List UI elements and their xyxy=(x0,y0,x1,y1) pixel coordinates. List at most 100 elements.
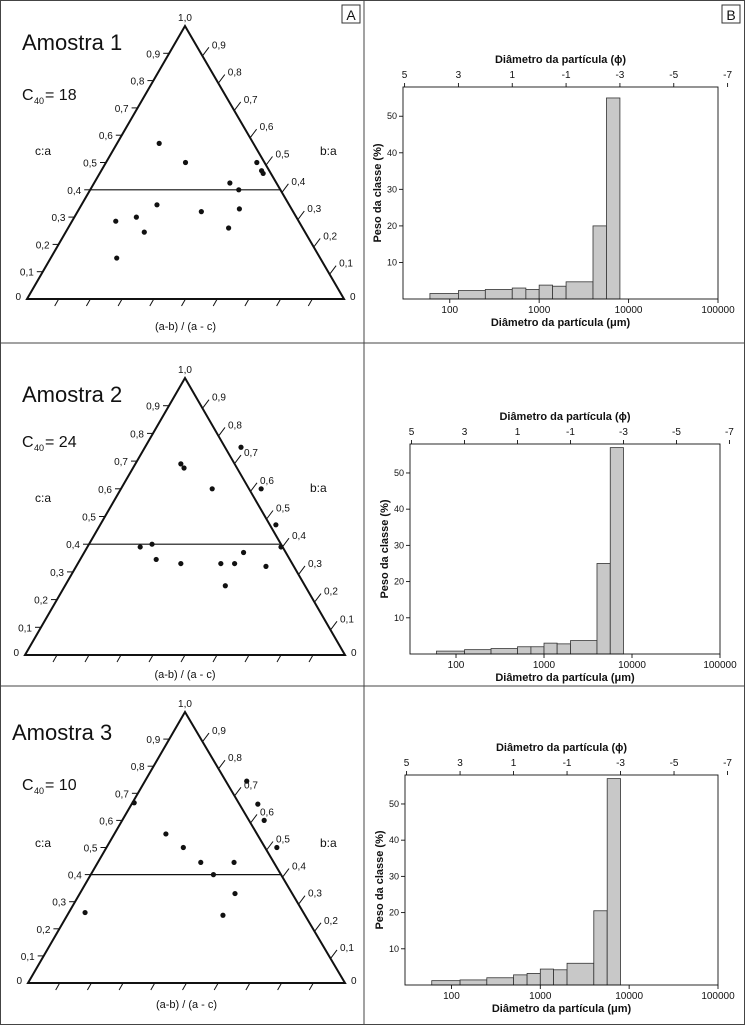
right-tick-mark xyxy=(250,128,258,138)
data-point xyxy=(231,859,237,866)
c40-value: = 10 xyxy=(45,777,77,794)
y-tick-label: 10 xyxy=(394,613,404,623)
x-tick-label: 100000 xyxy=(703,660,737,671)
left-tick-label: 0,7 xyxy=(114,457,128,468)
x-axis-label: Diâmetro da partícula (μm) xyxy=(495,672,635,684)
histogram-bar xyxy=(484,289,513,300)
histogram-bar xyxy=(490,648,518,655)
right-tick-mark xyxy=(234,454,242,464)
right-axis-label: b:a xyxy=(310,481,327,495)
left-tick-label: 0,4 xyxy=(66,540,80,551)
right-tick-mark xyxy=(282,537,290,547)
bottom-tick-mark xyxy=(245,982,251,991)
data-point xyxy=(178,461,184,467)
y-tick-label: 20 xyxy=(389,908,399,918)
y-axis-label: Peso da classe (%) xyxy=(372,143,384,242)
data-point xyxy=(220,912,226,918)
data-point xyxy=(278,544,284,550)
x2-tick-label: -5 xyxy=(672,427,681,438)
histogram-bar xyxy=(431,980,461,986)
sample-title: Amostra 1 xyxy=(22,30,122,55)
right-axis-label: b:a xyxy=(320,836,337,850)
left-tick-label: 0,1 xyxy=(20,268,34,279)
x2-tick-label: -7 xyxy=(725,427,734,438)
bottom-tick-mark xyxy=(180,654,186,663)
left-axis-label: c:a xyxy=(35,836,51,850)
left-axis-label: c:a xyxy=(35,144,51,158)
data-point xyxy=(156,140,162,146)
bottom-tick-mark xyxy=(277,982,283,991)
apex-label: 1,0 xyxy=(178,699,192,710)
data-point xyxy=(222,583,228,589)
histogram-amostra-3: 100 1000 10000 100000 5 3 1 -1 -3 -5 -7 10 20 30 40 50 D… xyxy=(374,742,735,1015)
histogram-bar xyxy=(513,974,528,986)
bottom-tick-mark xyxy=(117,298,123,307)
x2-tick-label: 1 xyxy=(511,758,517,769)
x-tick-label: 10000 xyxy=(615,991,643,1002)
x-tick-label: 1000 xyxy=(529,991,552,1002)
data-point xyxy=(198,209,204,215)
x2-tick-label: -3 xyxy=(615,70,624,81)
data-point xyxy=(182,159,189,166)
histogram-bar xyxy=(553,969,568,986)
data-point xyxy=(254,159,260,166)
histogram-bar xyxy=(538,284,553,300)
bottom-tick-mark xyxy=(150,982,156,991)
x2-tick-label: 5 xyxy=(409,427,415,438)
histogram-bar xyxy=(429,293,459,300)
left-tick-label: 0,4 xyxy=(68,871,82,882)
y-axis-label: Peso da classe (%) xyxy=(379,499,391,598)
data-point xyxy=(137,544,143,550)
right-tick-mark xyxy=(218,759,226,769)
left-tick-label: 0,2 xyxy=(36,240,50,251)
left-axis-label: c:a xyxy=(35,491,51,505)
ternary-chart-amostra-1: 0,1 0,2 0,3 0,4 0,5 0,6 0,7 0,8 0,9 0,9 0,8 0,7 0,6 0… xyxy=(15,13,356,333)
data-point xyxy=(274,844,280,851)
x2-tick-label: 5 xyxy=(402,70,408,81)
right-tick-mark xyxy=(281,183,289,193)
x2-axis-label: Diâmetro da partícula (ϕ) xyxy=(496,742,627,754)
data-point xyxy=(263,563,269,569)
left-tick-label: 0,8 xyxy=(131,762,145,773)
bottom-tick-mark xyxy=(307,298,313,307)
data-point xyxy=(131,800,137,806)
right-tick-mark xyxy=(218,427,226,436)
sample-title: Amostra 2 xyxy=(22,382,122,407)
histogram-bar xyxy=(526,973,541,986)
x-tick-label: 100 xyxy=(448,660,465,671)
x2-tick-label: 1 xyxy=(509,70,515,81)
apex-label: 1,0 xyxy=(178,13,192,24)
y-axis-label: Peso da classe (%) xyxy=(374,830,386,929)
y-tick-label: 40 xyxy=(389,835,399,845)
data-point xyxy=(133,214,139,220)
bottom-tick-mark xyxy=(276,298,282,307)
left-tick-label: 0,3 xyxy=(50,568,64,579)
right-tick-mark xyxy=(202,46,210,56)
data-point xyxy=(226,225,232,231)
right-tick-label: 0,3 xyxy=(308,889,322,900)
plot-frame xyxy=(409,443,721,655)
right-tick-label: 0,2 xyxy=(323,231,337,242)
y-tick-label: 30 xyxy=(389,871,399,881)
bottom-tick-mark xyxy=(118,982,124,991)
histogram-bar xyxy=(539,968,554,986)
data-point xyxy=(154,202,160,208)
left-tick-label: 0,5 xyxy=(82,513,96,524)
left-tick-label: 0,8 xyxy=(130,429,144,440)
y-tick-label: 50 xyxy=(389,799,399,809)
data-point xyxy=(240,549,247,556)
data-point xyxy=(260,170,266,177)
data-point xyxy=(238,444,244,450)
right-tick-label: 0,2 xyxy=(324,916,338,927)
right-tick-label: 0,4 xyxy=(292,862,306,873)
histogram-bar xyxy=(592,225,607,300)
bottom-tick-mark xyxy=(181,298,186,307)
c40-value: = 24 xyxy=(45,434,77,451)
left-tick-label: 0,6 xyxy=(99,816,113,827)
right-tick-label: 0,3 xyxy=(307,204,321,215)
x-axis-label: Diâmetro da partícula (μm) xyxy=(491,317,631,329)
right-tick-mark xyxy=(314,593,322,602)
left-tick-label: 0,1 xyxy=(21,952,35,963)
left-tick-label: 0,2 xyxy=(36,925,50,936)
